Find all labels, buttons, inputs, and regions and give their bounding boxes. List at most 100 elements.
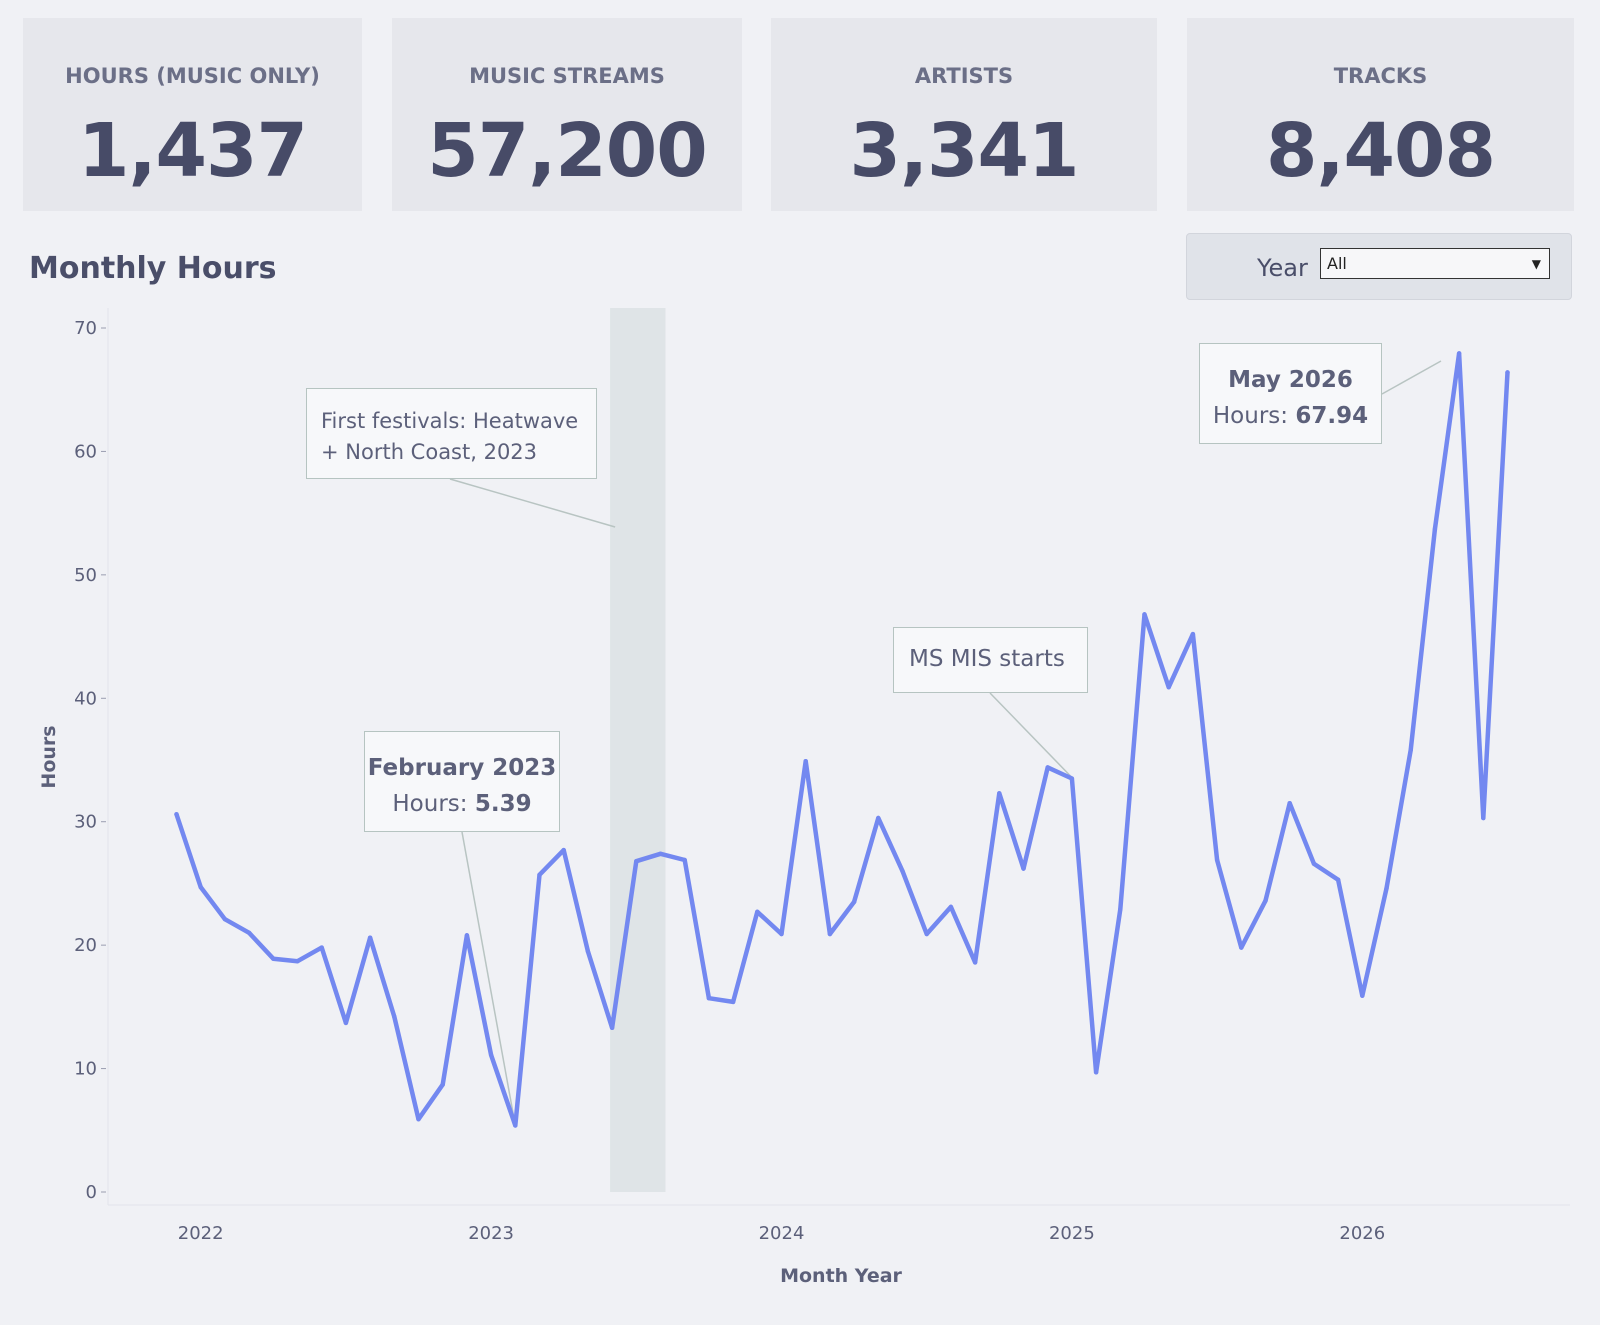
year-filter: Year All ▼ [1186, 233, 1572, 300]
data-point [1481, 815, 1486, 821]
data-point [319, 945, 324, 950]
data-point [416, 1116, 421, 1122]
series-line [174, 351, 1510, 1128]
y-tick-label: 20 [74, 935, 97, 956]
data-point [537, 872, 542, 877]
data-point [1093, 1070, 1099, 1075]
x-tick-label: 2022 [178, 1223, 224, 1244]
data-point [1408, 747, 1413, 753]
tooltip-prefix: Hours: [1212, 403, 1296, 429]
data-point [513, 1123, 518, 1128]
tooltip-value-row: Hours: 67.94 [1200, 398, 1381, 434]
x-tick-label: 2024 [759, 1223, 805, 1244]
chevron-down-icon[interactable]: ▼ [1531, 257, 1541, 271]
kpi-card-artists: ARTISTS 3,341 [771, 18, 1157, 211]
data-point [1287, 801, 1292, 806]
data-point [585, 949, 591, 954]
tooltip-value: 5.39 [474, 791, 532, 817]
data-point [174, 812, 179, 817]
data-point [1432, 526, 1438, 532]
tooltip-value-row: Hours: 5.39 [365, 786, 559, 822]
data-point [803, 759, 808, 764]
data-point [755, 909, 760, 915]
data-point [246, 930, 252, 935]
data-point [1214, 857, 1220, 863]
year-select-value: All [1327, 254, 1347, 273]
x-tick-label: 2023 [468, 1223, 514, 1244]
data-point [634, 859, 639, 864]
data-point [488, 1052, 494, 1058]
data-point [1335, 877, 1341, 882]
data-point [827, 931, 833, 937]
leader-february-2023 [461, 831, 517, 1126]
data-point [1384, 886, 1389, 891]
tooltip-value: 67.94 [1295, 403, 1369, 429]
y-tick-label: 0 [86, 1182, 97, 1203]
data-point [343, 1020, 349, 1026]
x-tick-label: 2025 [1049, 1223, 1095, 1244]
data-point [876, 815, 881, 821]
data-point [222, 917, 228, 922]
tooltip-prefix: Hours: [392, 791, 475, 817]
kpi-card-streams: MUSIC STREAMS 57,200 [392, 18, 742, 211]
y-tick-label: 10 [74, 1059, 97, 1080]
data-point [779, 931, 784, 937]
year-filter-label: Year [1257, 254, 1308, 282]
data-point [1239, 945, 1244, 950]
leader-festival [449, 478, 616, 528]
kpi-value: 8,408 [1265, 108, 1496, 194]
kpi-value: 57,200 [427, 108, 708, 194]
data-point [1505, 370, 1510, 375]
data-point [367, 935, 373, 940]
data-point [924, 931, 929, 937]
y-tick-label: 60 [74, 441, 97, 462]
kpi-label: HOURS (MUSIC ONLY) [65, 64, 320, 88]
y-tick-label: 40 [74, 688, 97, 709]
data-point [1069, 776, 1075, 781]
data-point [1142, 612, 1147, 617]
data-point [851, 899, 857, 905]
data-point [464, 933, 470, 938]
annotation-festival: First festivals: Heatwave + North Coast,… [306, 388, 597, 479]
kpi-value: 3,341 [849, 108, 1079, 194]
leader-may-2026 [1381, 360, 1442, 395]
data-point [730, 999, 736, 1005]
data-point [609, 1025, 615, 1031]
leader-ms-mis [989, 692, 1074, 780]
data-point [1021, 866, 1026, 871]
highlight-band [610, 308, 666, 1192]
kpi-value: 1,437 [77, 108, 308, 194]
y-tick-label: 30 [74, 812, 97, 833]
data-point [561, 847, 566, 853]
kpi-label: MUSIC STREAMS [469, 64, 665, 88]
y-tick-label: 50 [74, 565, 97, 586]
data-point [1045, 765, 1050, 770]
kpi-card-tracks: TRACKS 8,408 [1187, 18, 1574, 211]
tooltip-title: February 2023 [367, 755, 557, 781]
data-point [682, 857, 687, 863]
data-point [392, 1014, 397, 1019]
data-point [1311, 861, 1317, 866]
kpi-label: ARTISTS [914, 64, 1014, 88]
data-point [1263, 898, 1268, 903]
data-point [198, 884, 203, 890]
data-point [972, 960, 978, 965]
data-point [706, 996, 712, 1001]
tooltip-february-2023: February 2023 Hours: 5.39 [364, 731, 560, 832]
data-point [1190, 631, 1196, 637]
data-point [1360, 993, 1365, 998]
year-select[interactable]: All ▼ [1320, 248, 1550, 279]
kpi-label: TRACKS [1333, 64, 1428, 88]
data-point [295, 958, 300, 964]
data-point [271, 956, 276, 961]
tooltip-may-2026: May 2026 Hours: 67.94 [1199, 343, 1382, 444]
data-point [1118, 907, 1123, 912]
data-point [997, 791, 1002, 796]
data-point [1166, 684, 1171, 690]
x-tick-label: 2026 [1339, 1223, 1385, 1244]
data-point [440, 1082, 445, 1087]
y-axis-title: Hours [38, 725, 60, 788]
kpi-card-hours: HOURS (MUSIC ONLY) 1,437 [23, 18, 362, 211]
data-point [948, 904, 954, 910]
